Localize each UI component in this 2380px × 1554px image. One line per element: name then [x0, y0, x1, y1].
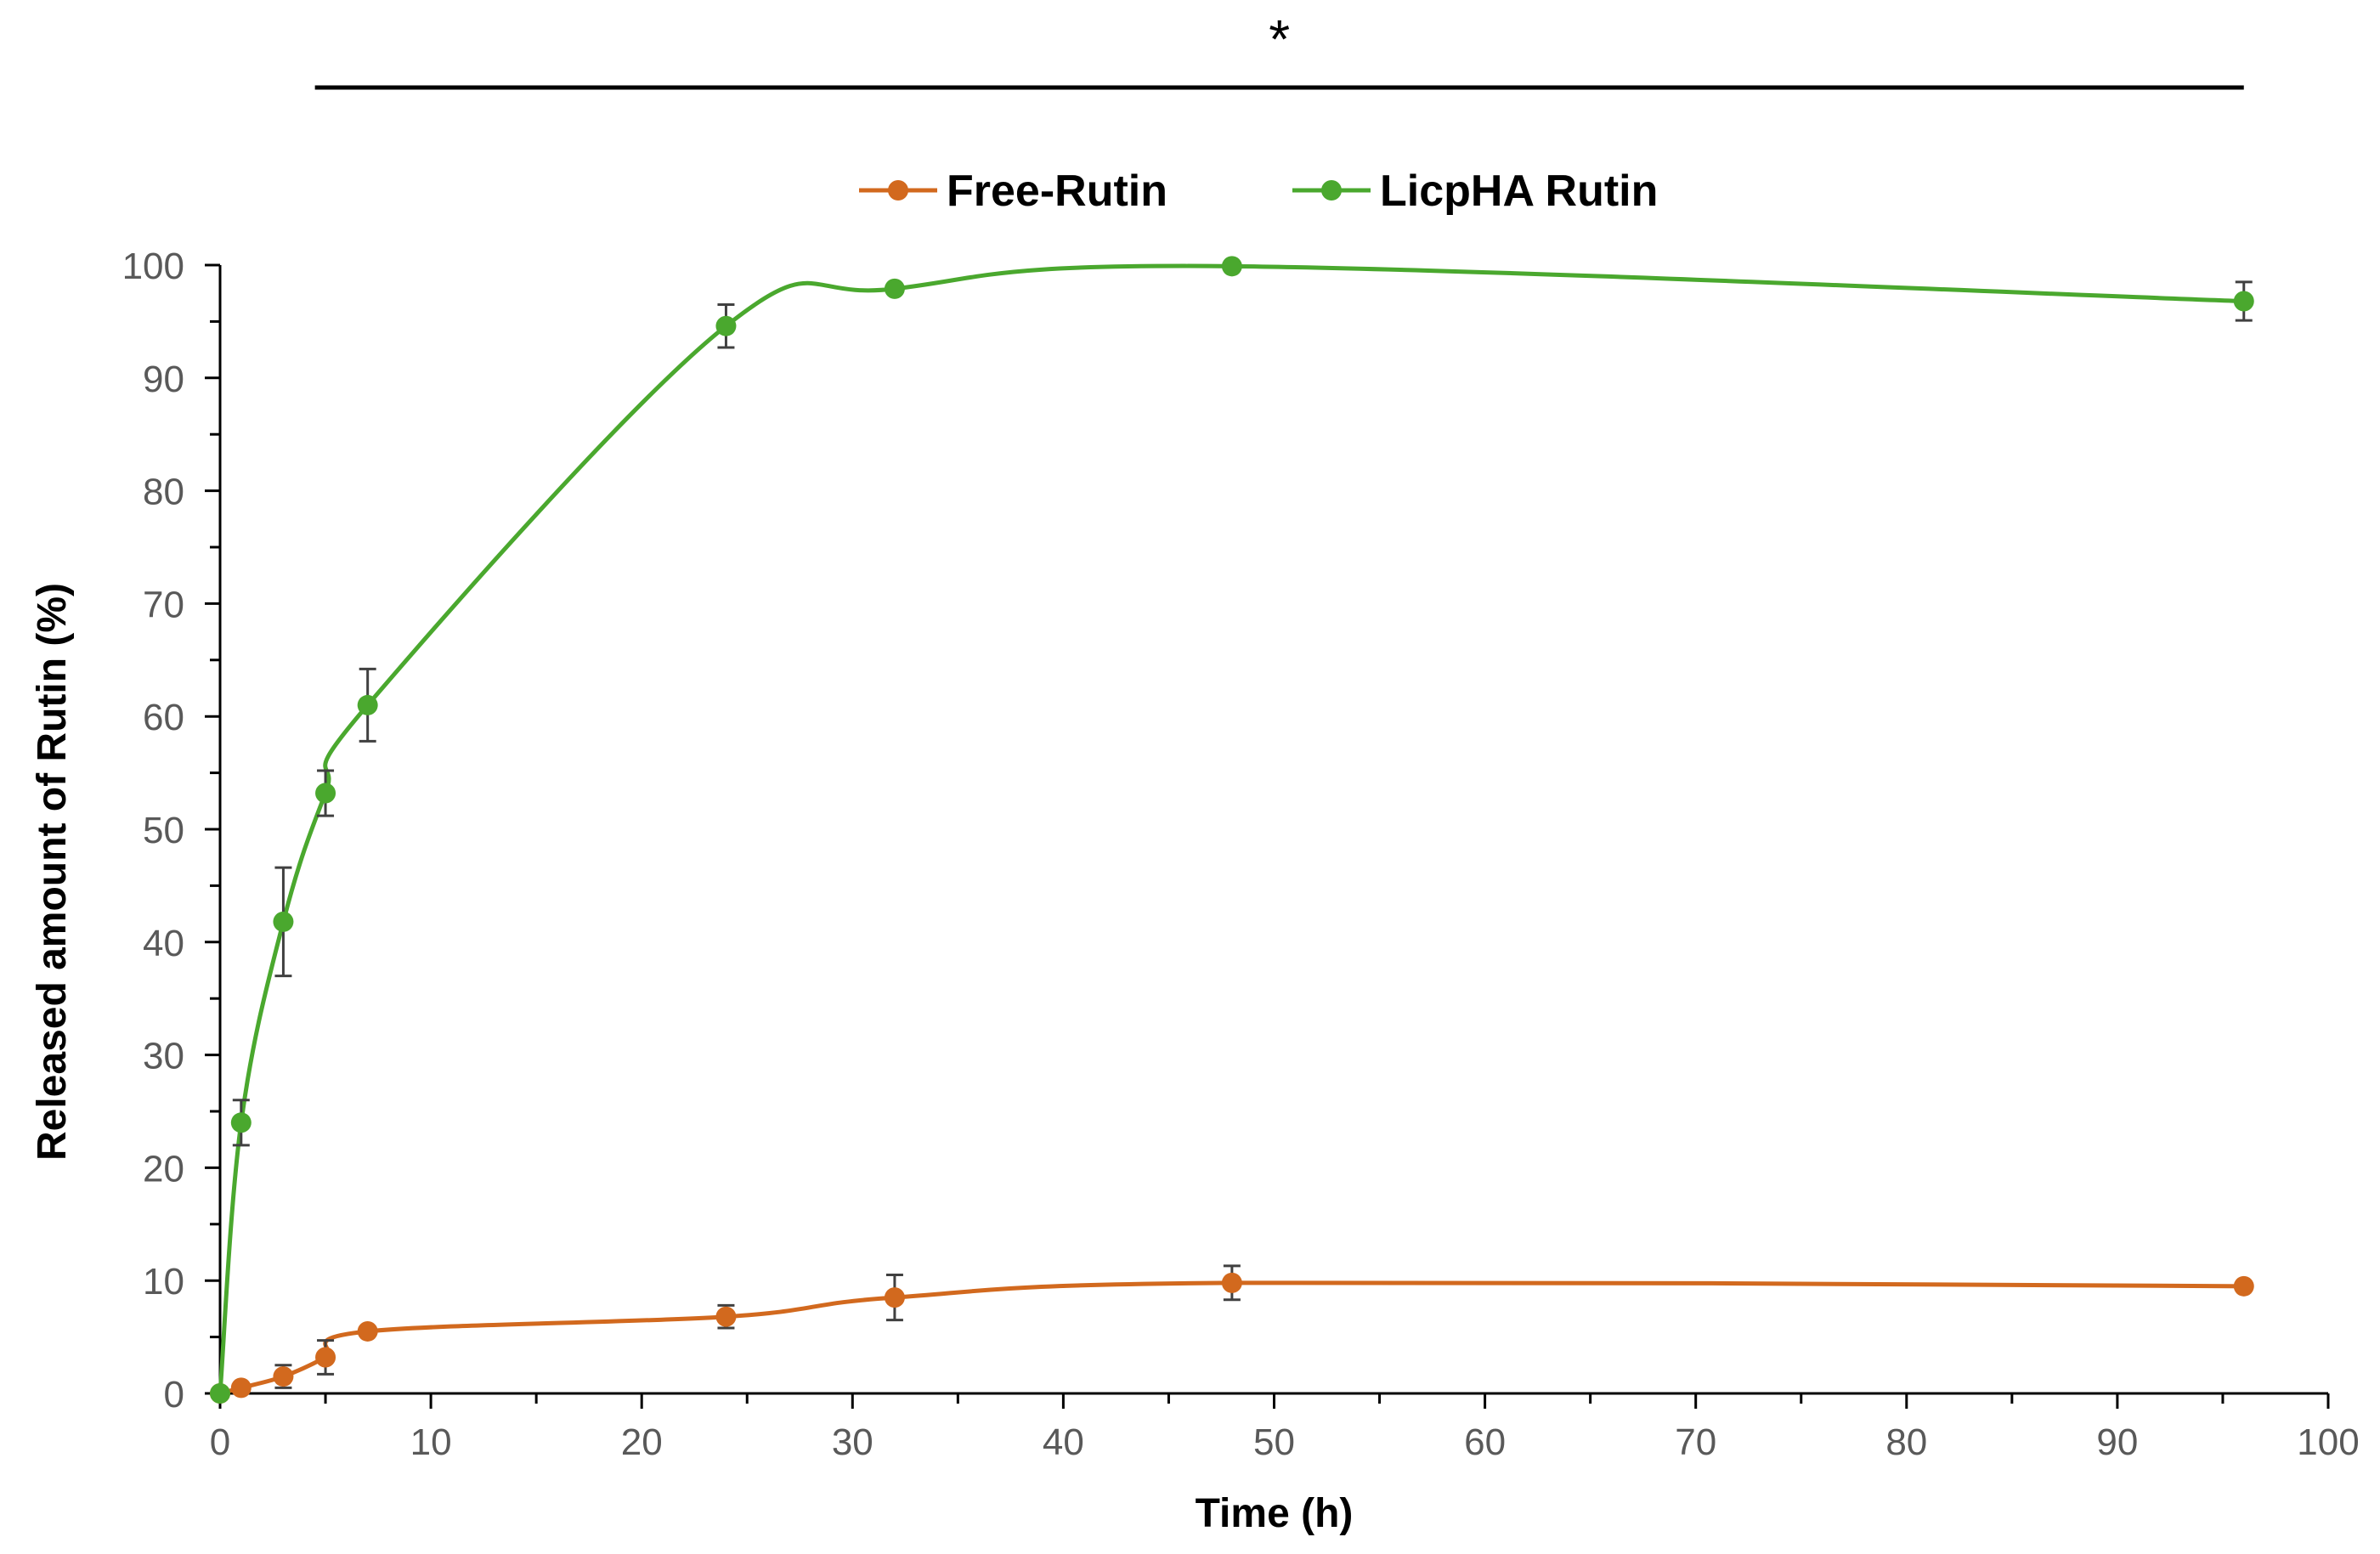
- series: [210, 256, 2254, 1404]
- axes: 0 10 20 30 40 50 60 70 80 90 100 0 10 20 30 40 50 60 70 80 9…: [122, 246, 2360, 1463]
- data-point: [315, 1347, 336, 1368]
- data-point: [1221, 256, 1242, 277]
- legend: Free-Rutin LicpHA Rutin: [859, 167, 1658, 216]
- legend-swatch-marker: [888, 180, 908, 201]
- y-tick-label: 70: [143, 584, 184, 625]
- y-tick-label: 40: [143, 923, 184, 964]
- data-point: [884, 278, 905, 299]
- x-tick-label: 60: [1464, 1421, 1506, 1463]
- x-tick-label: 100: [2297, 1421, 2359, 1463]
- x-tick-label: 90: [2096, 1421, 2138, 1463]
- data-point: [210, 1383, 230, 1404]
- x-tick-label: 50: [1253, 1421, 1295, 1463]
- x-tick-label: 10: [410, 1421, 452, 1463]
- legend-label: Free-Rutin: [947, 167, 1167, 216]
- y-tick-label: 50: [143, 810, 184, 851]
- x-axis-title: Time (h): [1196, 1491, 1354, 1536]
- legend-swatch-marker: [1321, 180, 1342, 201]
- y-tick-label: 60: [143, 697, 184, 738]
- series-layer: [210, 256, 2254, 1404]
- y-axis-title: Released amount of Rutin (%): [30, 583, 75, 1161]
- x-tick-label: 70: [1675, 1421, 1716, 1463]
- y-tick-label: 100: [122, 246, 184, 287]
- data-point: [273, 1366, 294, 1387]
- data-point: [357, 694, 378, 715]
- series-line: [219, 1280, 2244, 1396]
- legend-label: LicpHA Rutin: [1380, 167, 1658, 216]
- y-tick-label: 20: [143, 1148, 184, 1190]
- y-tick-label: 30: [143, 1036, 184, 1077]
- x-tick-label: 40: [1043, 1421, 1084, 1463]
- y-tick-label: 80: [143, 472, 184, 513]
- data-point: [357, 1320, 378, 1342]
- data-point: [2233, 1275, 2254, 1297]
- data-point: [715, 1306, 737, 1327]
- y-tick-label: 10: [143, 1261, 184, 1303]
- data-point: [2233, 291, 2254, 312]
- data-point: [273, 911, 294, 932]
- x-tick-label: 30: [832, 1421, 873, 1463]
- data-point: [884, 1287, 905, 1308]
- x-tick-label: 0: [210, 1421, 230, 1463]
- y-tick-label: 90: [143, 359, 184, 400]
- data-point: [230, 1377, 252, 1399]
- significance-asterisk: *: [1269, 8, 1290, 70]
- x-tick-label: 80: [1885, 1421, 1927, 1463]
- data-point: [715, 315, 737, 336]
- x-tick-label: 20: [621, 1421, 663, 1463]
- series: [210, 1264, 2254, 1404]
- y-tick-label: 0: [164, 1374, 184, 1416]
- data-point: [315, 783, 336, 804]
- data-point: [1221, 1272, 1242, 1293]
- series-line: [218, 263, 2244, 1394]
- data-point: [230, 1112, 252, 1133]
